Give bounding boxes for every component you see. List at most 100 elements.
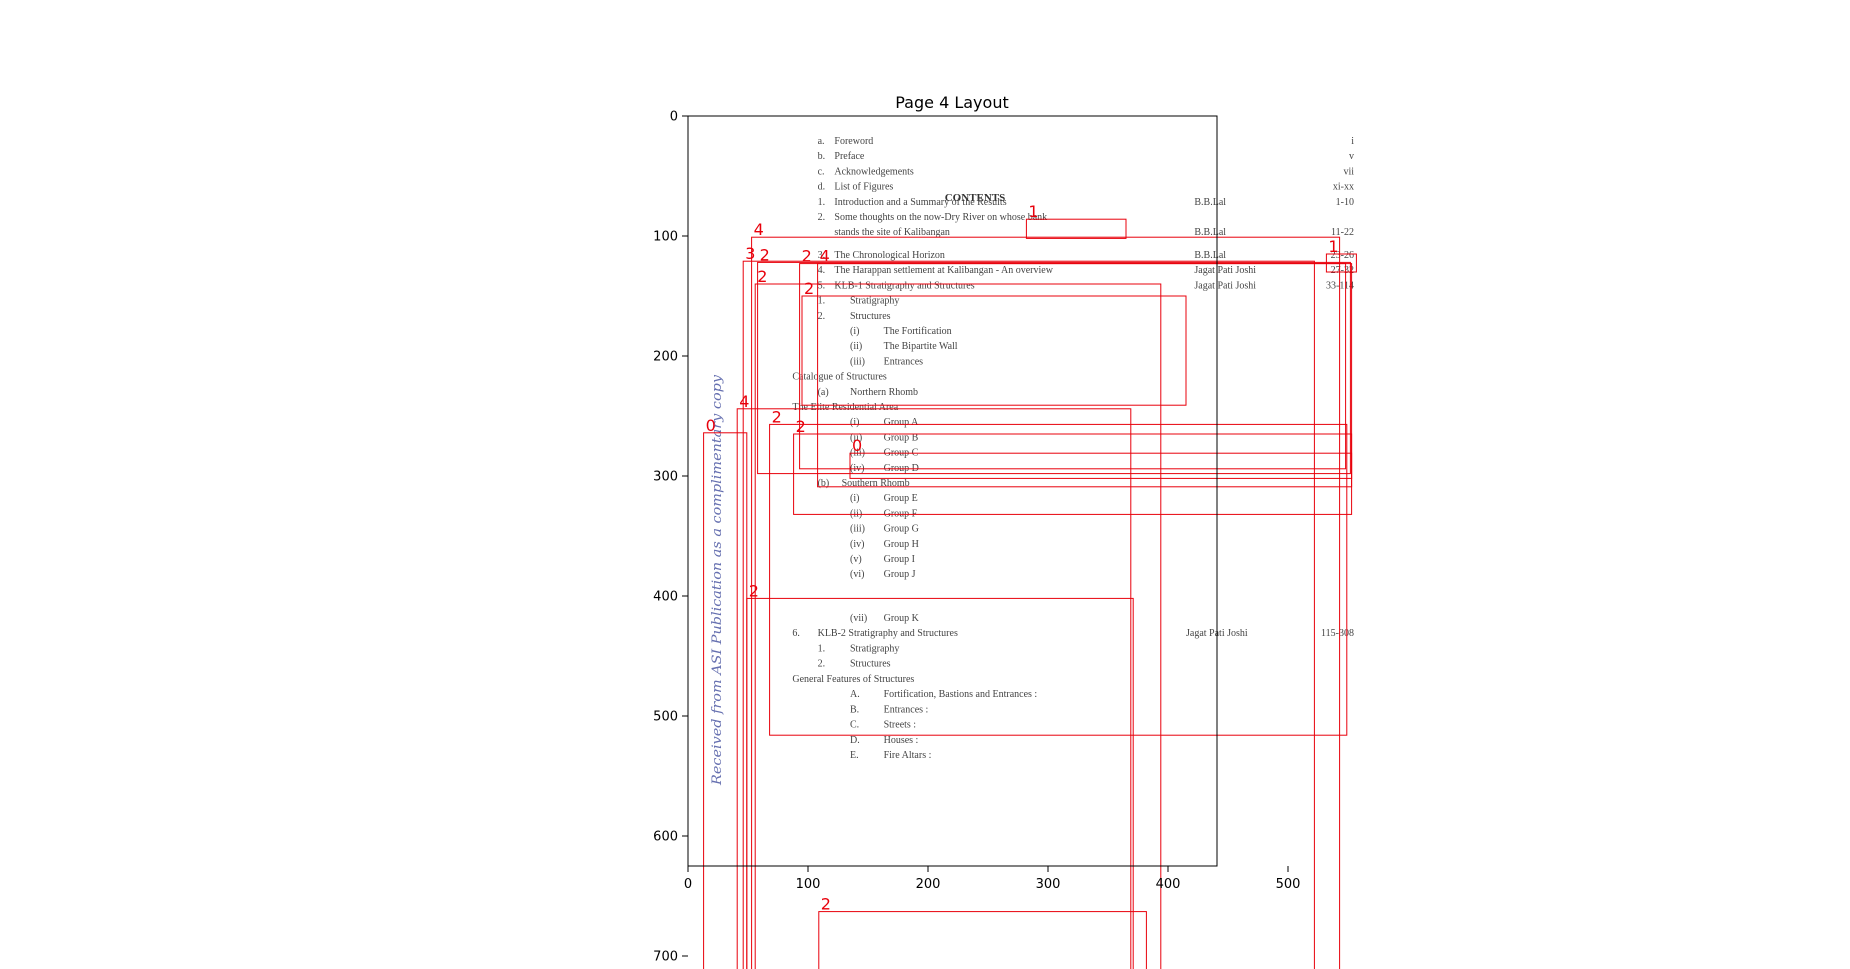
x-tick-label: 200	[916, 877, 941, 892]
toc-number: (ii)	[850, 341, 862, 352]
layout-box-label: 1	[1328, 237, 1338, 256]
x-tick-label: 100	[796, 877, 821, 892]
layout-box	[1025, 218, 1127, 239]
toc-row: (i) The Fortification	[850, 326, 952, 337]
toc-row: (b) Southern Rhomb	[818, 478, 910, 489]
toc-number: (a)	[818, 387, 829, 398]
toc-author: Jagat Pati Joshi	[1194, 280, 1256, 291]
toc-row: 1. Stratigraphy	[818, 643, 900, 654]
toc-title: KLB-2 Stratigraphy and Structures	[818, 628, 958, 639]
toc-title: Structures	[850, 311, 891, 322]
layout-box-label: 4	[739, 392, 749, 411]
layout-box-label: 2	[804, 279, 814, 298]
handwritten-note: Received from ASI Publication as a compl…	[710, 374, 725, 786]
toc-number: (i)	[850, 326, 859, 337]
layout-box-label: 0	[706, 416, 716, 435]
toc-row: 2. Some thoughts on the now-Dry River on …	[818, 212, 1048, 223]
toc-title: Houses :	[884, 735, 919, 746]
toc-title: Entrances	[884, 356, 924, 367]
y-tick-label: 600	[653, 830, 678, 845]
y-tick-label: 300	[653, 470, 678, 485]
toc-number: (iii)	[850, 356, 865, 367]
toc-row: c. Acknowledgements vii	[818, 166, 1355, 177]
toc-row: E. Fire Altars :	[850, 750, 931, 761]
layout-box	[1325, 253, 1357, 273]
toc-row: 1. Stratigraphy	[818, 296, 900, 307]
toc-number: (v)	[850, 554, 862, 565]
toc-number: 1.	[818, 197, 826, 208]
layout-box-label: 0	[852, 436, 862, 455]
toc-title: Group E	[884, 493, 918, 504]
toc-number: 3.	[818, 250, 826, 261]
toc-row: (iii) Entrances	[850, 356, 923, 367]
toc-title: Acknowledgements	[834, 166, 914, 177]
toc-row: d. List of Figures xi-xx	[818, 182, 1354, 193]
toc-number: b.	[818, 151, 826, 162]
toc-row: 2. Structures	[818, 311, 891, 322]
toc-title: Group H	[884, 539, 919, 550]
toc-author: B.B.Lal	[1194, 250, 1226, 261]
toc-title: Foreword	[834, 136, 873, 147]
toc-title: List of Figures	[834, 182, 893, 193]
contents-heading: CONTENTS	[945, 192, 1006, 204]
toc-number: C.	[850, 720, 859, 731]
toc-title: Group D	[884, 463, 919, 474]
toc-title: The Harappan settlement at Kalibangan - …	[834, 265, 1053, 276]
layout-box-label: 2	[757, 267, 767, 286]
toc-row: 2. Structures	[818, 659, 891, 670]
layout-box-label: 4	[754, 220, 764, 239]
y-tick-label: 400	[653, 590, 678, 605]
toc-number: 2.	[818, 311, 826, 322]
document-page: CONTENTS a. Foreword i b. Preface v c. Acknowle…	[688, 116, 1354, 866]
toc-number: a.	[818, 136, 825, 147]
toc-author: Jagat Pati Joshi	[1194, 265, 1256, 276]
y-tick-label: 200	[653, 350, 678, 365]
x-tick-label: 300	[1036, 877, 1061, 892]
layout-box	[769, 423, 1348, 736]
toc-row: (a) Northern Rhomb	[818, 387, 918, 398]
toc-row: a. Foreword i	[818, 136, 1355, 147]
toc-title: General Features of Structures	[792, 674, 914, 685]
toc-number: 4.	[818, 265, 826, 276]
toc-pages: 27-32	[1331, 265, 1354, 276]
toc-row: C. Streets :	[850, 720, 916, 731]
toc-row: (vii) Group K	[850, 613, 920, 624]
toc-number: E.	[850, 750, 859, 761]
toc-row: (i) Group E	[850, 493, 918, 504]
toc-number: A.	[850, 689, 860, 700]
toc-title: The Chronological Horizon	[834, 250, 945, 261]
layout-box-label: 1	[1028, 202, 1038, 221]
toc-row: (v) Group I	[850, 554, 915, 565]
toc-number: 1.	[818, 296, 826, 307]
toc-title: Southern Rhomb	[842, 478, 910, 489]
toc-number: (iv)	[850, 463, 864, 474]
page-background	[688, 116, 1217, 866]
toc-author: B.B.Lal	[1194, 227, 1226, 238]
layout-box	[801, 295, 1187, 406]
toc-title: Fire Altars :	[884, 750, 932, 761]
layout-box	[849, 452, 1353, 479]
toc-pages: v	[1349, 151, 1354, 162]
toc-pages: xi-xx	[1333, 182, 1354, 193]
toc-row: b. Preface v	[818, 151, 1354, 162]
toc-number: 6.	[792, 628, 800, 639]
toc-title: stands the site of Kalibangan	[834, 227, 950, 238]
toc-row: (ii) Group B	[850, 432, 919, 443]
layout-box	[754, 283, 1162, 969]
toc-row: Catalogue of Structures	[792, 372, 887, 383]
toc-row: D. Houses :	[850, 735, 918, 746]
toc-row: The Elite Residential Area	[792, 402, 898, 413]
axes-frame	[687, 115, 1218, 867]
x-tick-label: 400	[1156, 877, 1181, 892]
toc-title: The Bipartite Wall	[884, 341, 958, 352]
layout-box-label: 2	[749, 581, 759, 600]
toc-title: The Fortification	[884, 326, 952, 337]
layout-box	[746, 597, 1134, 969]
toc-title: Stratigraphy	[850, 643, 899, 654]
toc-row: stands the site of Kalibangan B.B.Lal 11-2…	[834, 227, 1354, 238]
toc-number: (vi)	[850, 569, 864, 580]
toc-row: (ii) The Bipartite Wall	[850, 341, 958, 352]
toc-pages: 1-10	[1336, 197, 1354, 208]
y-axis-ticks: 0100200300400500600700800	[653, 110, 688, 965]
